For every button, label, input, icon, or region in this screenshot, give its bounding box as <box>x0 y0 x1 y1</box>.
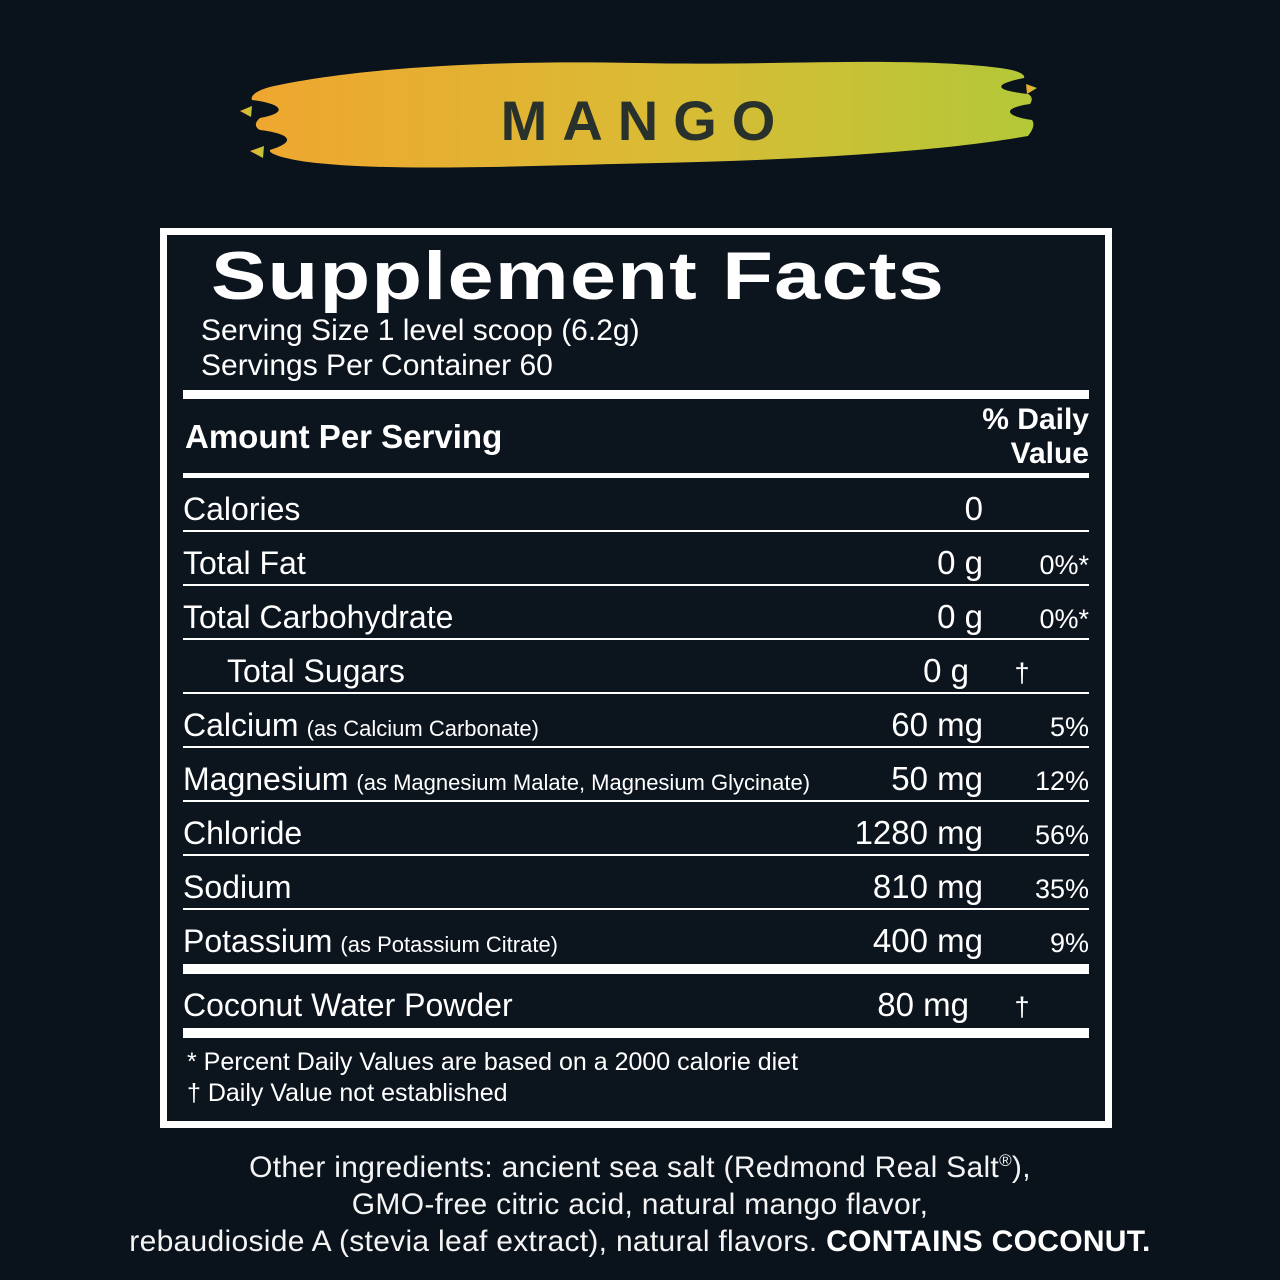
nutrient-dv: 9% <box>1049 928 1089 958</box>
servings-per-container: Servings Per Container 60 <box>201 349 553 382</box>
nutrient-dv: 12% <box>1034 766 1089 796</box>
nutrient-dv: 0%* <box>1039 604 1089 634</box>
nutrient-dv: † <box>1014 992 1030 1022</box>
other-ingredients-line3: rebaudioside A (stevia leaf extract), na… <box>129 1225 1151 1258</box>
flavor-banner: MANGO <box>238 50 1038 190</box>
nutrient-name: Total Carbohydrate <box>183 599 454 635</box>
footnotes: * Percent Daily Values are based on a 20… <box>187 1047 1089 1109</box>
nutrient-amount: 810 mg <box>872 868 983 905</box>
nutrient-note: (as Magnesium Malate, Magnesium Glycinat… <box>356 770 811 795</box>
separator-thick <box>183 964 1089 974</box>
nutrient-amount: 60 mg <box>891 706 983 743</box>
flavor-name: MANGO <box>500 88 791 152</box>
nutrient-name: Potassium (as Potassium Citrate) <box>183 923 559 959</box>
nutrient-name: Total Fat <box>183 545 306 581</box>
nutrient-amount: 0 g <box>937 598 983 635</box>
footnote-dagger: † Daily Value not established <box>187 1079 508 1107</box>
row-coconut-water-powder: Coconut Water Powder 80 mg † <box>183 974 1089 1028</box>
panel-title: Supplement Facts <box>211 238 946 314</box>
nutrient-name: Chloride <box>183 815 303 851</box>
nutrient-name: Sodium <box>183 869 292 905</box>
daily-value-line2: Value <box>1010 437 1089 470</box>
row-sodium: Sodium 810 mg 35% <box>183 856 1089 910</box>
row-total-sugars: Total Sugars 0 g † <box>183 640 1089 694</box>
row-magnesium: Magnesium (as Magnesium Malate, Magnesium… <box>183 748 1089 802</box>
contains-allergen: CONTAINS COCONUT. <box>826 1225 1151 1258</box>
registered-mark: ® <box>999 1151 1012 1170</box>
serving-size: Serving Size 1 level scoop (6.2g) <box>201 314 640 347</box>
row-total-fat: Total Fat 0 g 0%* <box>183 532 1089 586</box>
nutrient-amount: 0 <box>964 490 983 527</box>
row-calcium: Calcium (as Calcium Carbonate) 60 mg 5% <box>183 694 1089 748</box>
nutrient-dv: 35% <box>1034 874 1089 904</box>
other-ingredients-line1: Other ingredients: ancient sea salt (Red… <box>249 1151 1031 1184</box>
nutrient-name: Magnesium (as Magnesium Malate, Magnesium… <box>183 761 811 797</box>
row-chloride: Chloride 1280 mg 56% <box>183 802 1089 856</box>
nutrient-amount: 0 g <box>923 652 969 689</box>
nutrient-dv: 5% <box>1049 712 1089 742</box>
nutrient-name: Calcium (as Calcium Carbonate) <box>183 707 539 743</box>
nutrient-dv: 56% <box>1034 820 1089 850</box>
nutrient-dv: † <box>1014 658 1030 688</box>
nutrient-note: (as Potassium Citrate) <box>340 932 559 957</box>
other-ingredients-line2: GMO-free citric acid, natural mango flav… <box>351 1188 929 1221</box>
nutrient-name: Total Sugars <box>227 653 405 689</box>
row-potassium: Potassium (as Potassium Citrate) 400 mg 9… <box>183 910 1089 964</box>
nutrient-name: Coconut Water Powder <box>183 987 513 1023</box>
table-header: Amount Per Serving % Daily Value <box>183 403 1089 471</box>
other-ingredients: Other ingredients: ancient sea salt (Red… <box>0 1142 1280 1260</box>
brush-stroke-icon <box>240 61 1037 168</box>
supplement-facts-panel: Supplement Facts Serving Size 1 level sc… <box>160 228 1112 1128</box>
nutrient-amount: 0 g <box>937 544 983 581</box>
nutrient-note: (as Calcium Carbonate) <box>306 716 539 741</box>
amount-per-serving-label: Amount Per Serving <box>185 418 503 455</box>
nutrient-amount: 50 mg <box>891 760 983 797</box>
separator-thick <box>183 390 1089 399</box>
daily-value-label: % Daily Value <box>982 403 1089 471</box>
nutrient-amount: 1280 mg <box>854 814 983 851</box>
footnote-percent-dv: * Percent Daily Values are based on a 20… <box>187 1048 799 1076</box>
separator-thick <box>183 1028 1089 1038</box>
row-total-carbohydrate: Total Carbohydrate 0 g 0%* <box>183 586 1089 640</box>
nutrient-name: Calories <box>183 491 301 527</box>
daily-value-line1: % Daily <box>982 403 1089 436</box>
separator-medium <box>183 473 1089 478</box>
nutrient-dv: 0%* <box>1039 550 1089 580</box>
nutrient-amount: 400 mg <box>872 922 983 959</box>
nutrient-amount: 80 mg <box>877 986 969 1023</box>
row-calories: Calories 0 <box>183 478 1089 532</box>
